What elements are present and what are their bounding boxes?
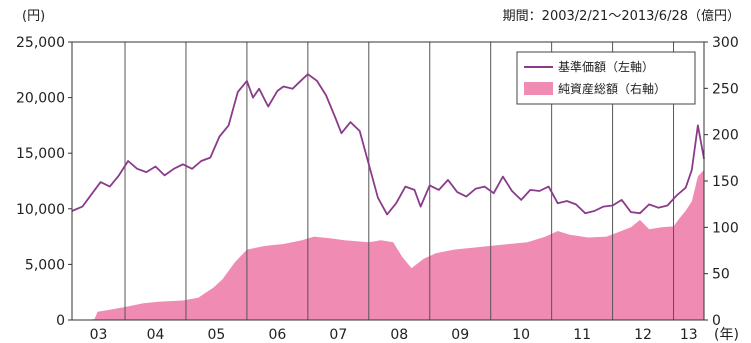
nav-line (71, 73, 705, 216)
right-tick-label: 100 (712, 220, 739, 236)
right-tick-label: 250 (712, 81, 739, 97)
right-tick-label: 300 (712, 35, 739, 51)
nav-line-layer (71, 73, 705, 216)
net-assets-area (72, 169, 704, 320)
right-tick-label: 0 (712, 313, 721, 329)
left-tick-label: 15,000 (16, 146, 65, 162)
right-axis: 0 50 100 150 200 250 300 (704, 35, 739, 329)
x-axis: 03 04 05 06 07 08 09 10 11 12 13 (90, 327, 698, 343)
left-tick-label: 5,000 (25, 257, 65, 273)
x-tick-label: 12 (634, 327, 652, 343)
right-tick-label: 200 (712, 128, 739, 144)
x-axis-unit: (年) (714, 327, 739, 343)
legend-area-swatch (524, 82, 553, 95)
legend-label-nav: 基準価額（左軸） (558, 59, 654, 74)
legend: 基準価額（左軸） 純資産総額（右軸） (516, 51, 696, 105)
net-assets-area-layer (72, 169, 704, 320)
x-tick-label: 05 (208, 327, 226, 343)
left-tick-label: 20,000 (16, 91, 65, 107)
legend-box (516, 51, 696, 105)
left-axis-unit: (円) (22, 9, 45, 24)
left-tick-label: 0 (56, 313, 65, 329)
year-gridlines (124, 42, 675, 320)
x-tick-label: 11 (573, 327, 591, 343)
x-tick-label: 04 (147, 327, 165, 343)
x-tick-label: 09 (451, 327, 469, 343)
left-axis: 0 5,000 10,000 15,000 20,000 25,000 (16, 35, 72, 329)
period-label: 期間：2003/2/21～2013/6/28（億円） (503, 8, 740, 24)
x-tick-label: 13 (680, 327, 698, 343)
x-tick-label: 03 (90, 327, 108, 343)
x-tick-label: 08 (390, 327, 408, 343)
right-tick-label: 50 (712, 267, 730, 283)
left-tick-label: 10,000 (16, 202, 65, 218)
left-tick-label: 25,000 (16, 35, 65, 51)
x-tick-label: 10 (512, 327, 530, 343)
right-tick-label: 150 (712, 174, 739, 190)
x-tick-label: 06 (268, 327, 286, 343)
x-tick-label: 07 (329, 327, 347, 343)
legend-label-net-assets: 純資産総額（右軸） (558, 81, 666, 96)
